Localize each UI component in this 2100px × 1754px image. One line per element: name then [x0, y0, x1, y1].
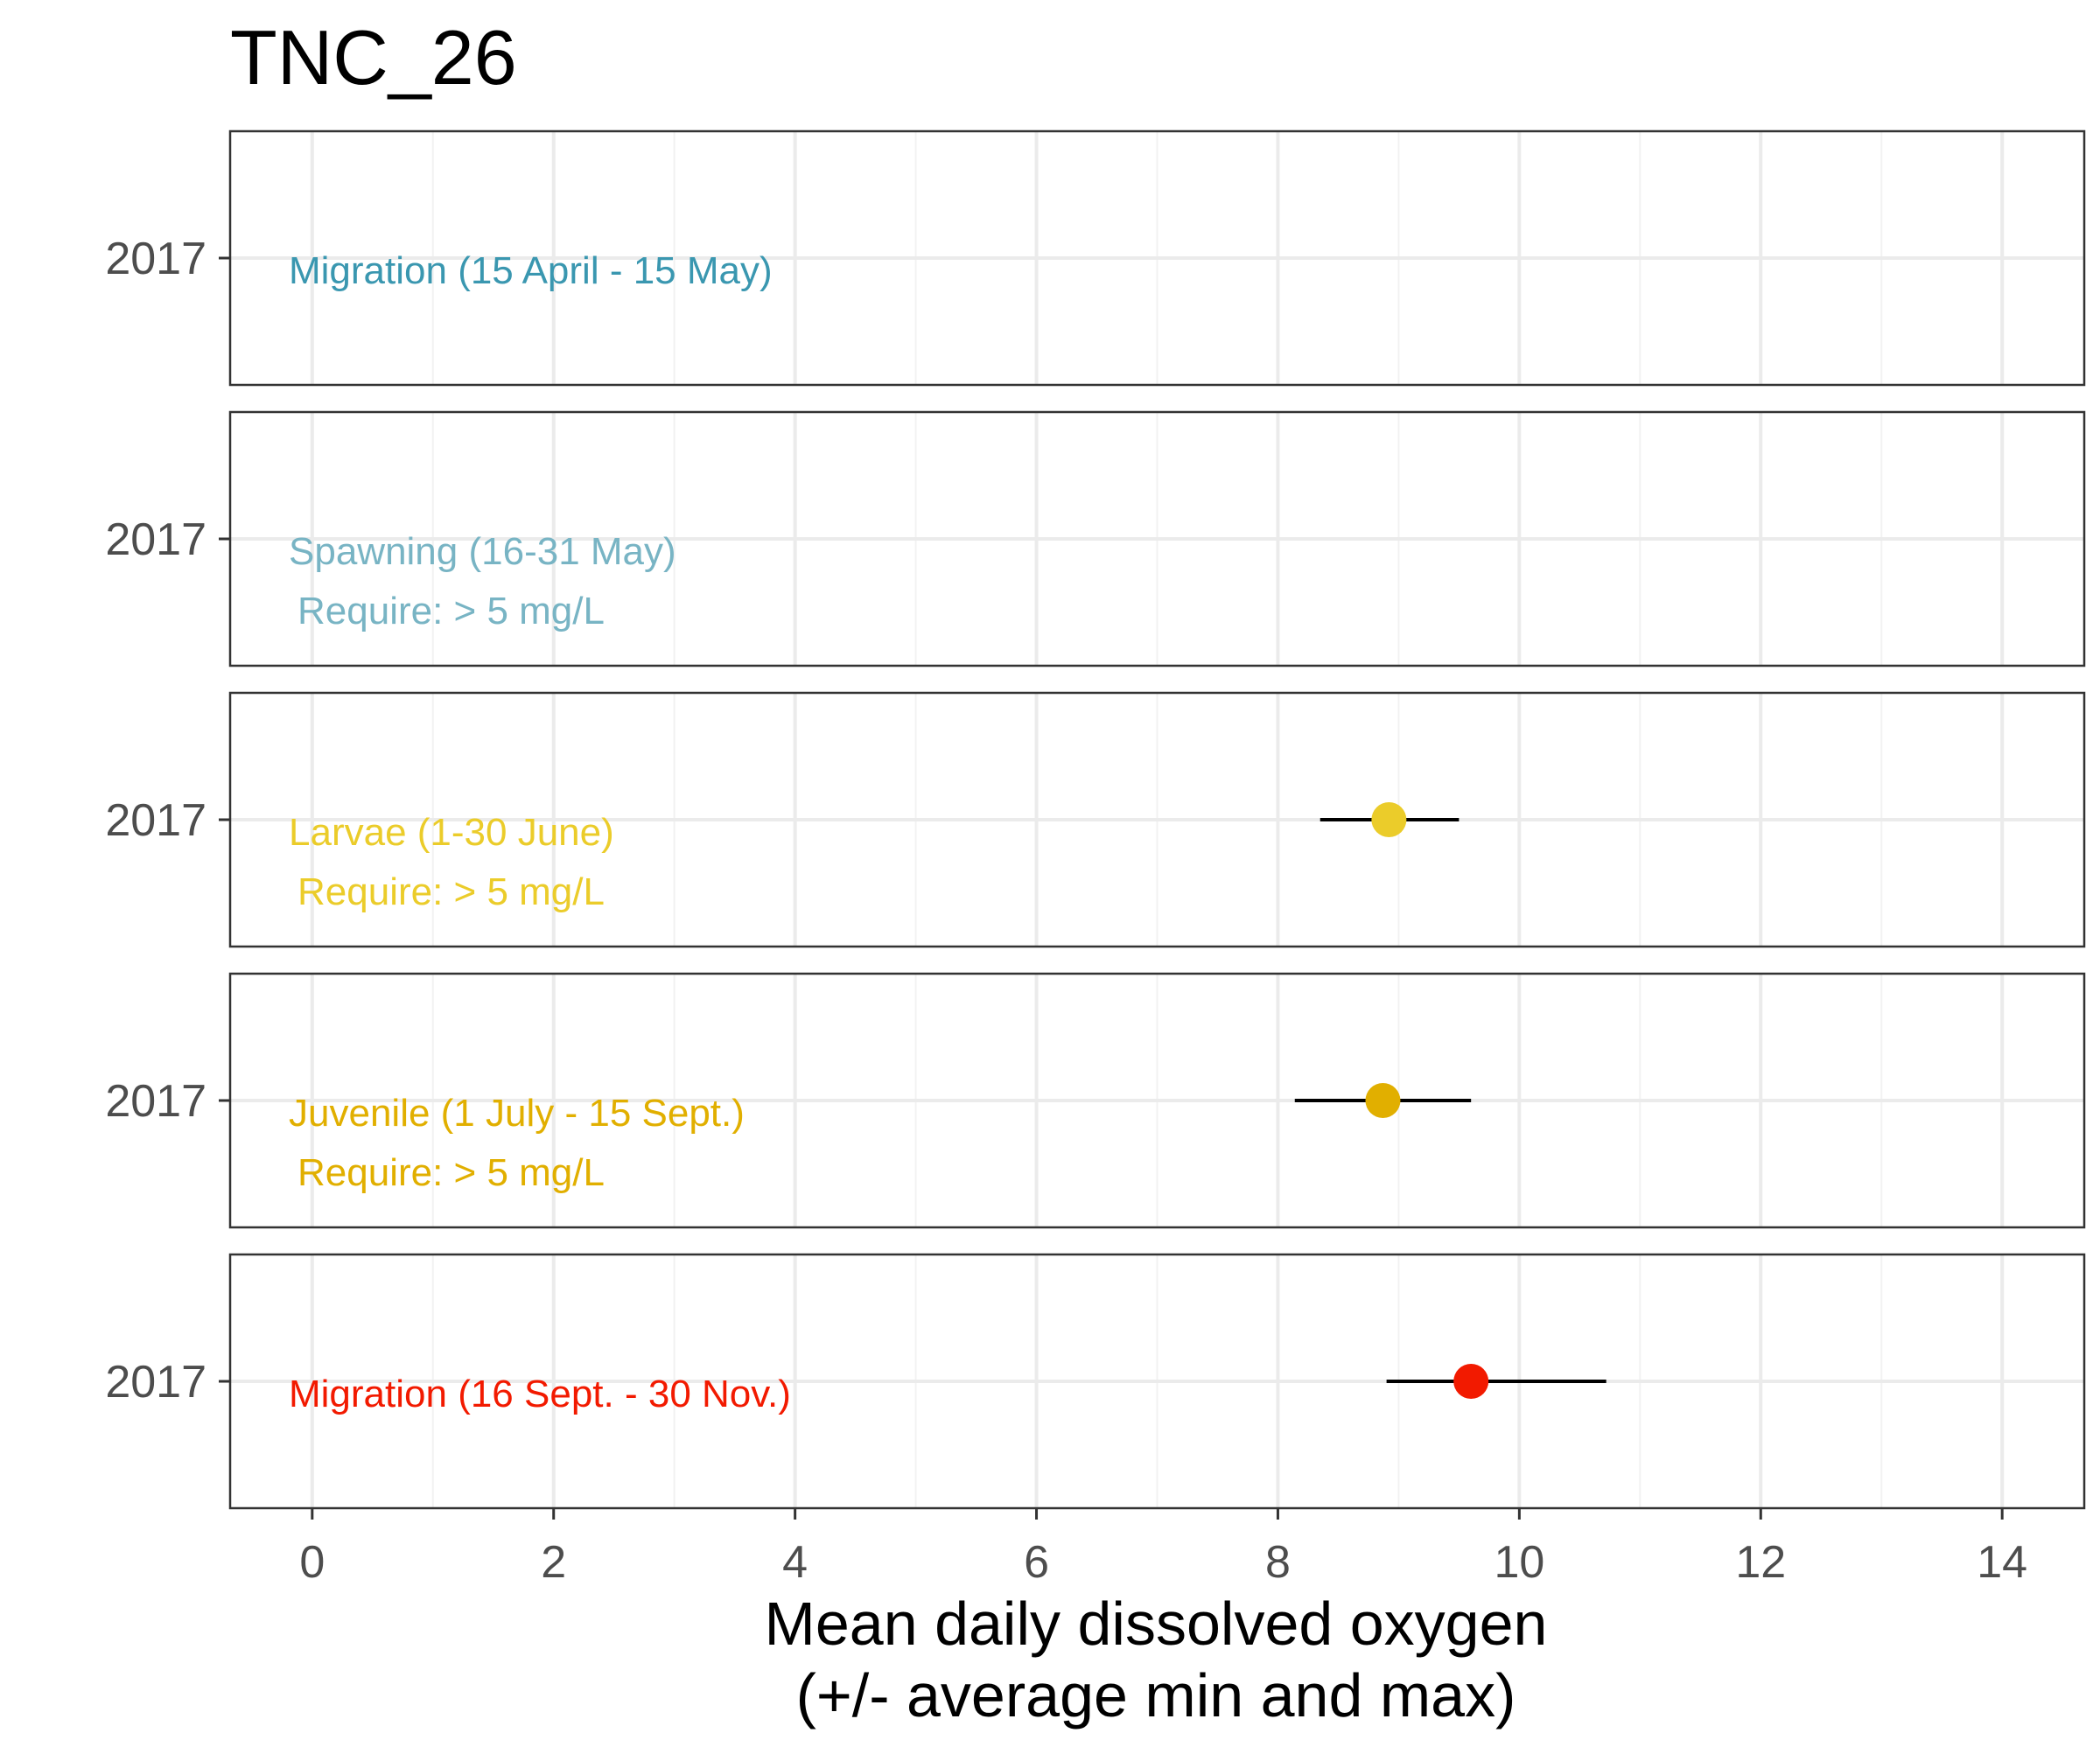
- y-tick-label: 2017: [105, 234, 206, 284]
- y-tick-label: 2017: [105, 1076, 206, 1127]
- x-tick-label: 6: [1024, 1537, 1049, 1588]
- x-tick-label: 4: [782, 1537, 808, 1588]
- chart-title: TNC_26: [230, 14, 517, 101]
- y-tick-label: 2017: [105, 795, 206, 846]
- panels-layer: Migration (15 April - 15 May)2017Spawnin…: [105, 129, 2086, 1510]
- data-point: [1371, 802, 1407, 837]
- x-tick-label: 12: [1735, 1537, 1786, 1588]
- panel-requirement: Require: > 5 mg/L: [298, 590, 605, 632]
- facet-panel-5: Migration (16 Sept. - 30 Nov.) 2017: [105, 1253, 2086, 1510]
- panel-label: Migration (16 Sept. - 30 Nov.): [289, 1373, 791, 1415]
- x-tick-label: 10: [1494, 1537, 1544, 1588]
- x-axis-label-line-1: Mean daily dissolved oxygen: [765, 1590, 1548, 1658]
- y-tick-label: 2017: [105, 1357, 206, 1408]
- panel-label: Juvenile (1 July - 15 Sept.): [289, 1092, 745, 1135]
- facet-panel-2: Spawning (16-31 May) Require: > 5 mg/L 201…: [105, 410, 2086, 667]
- x-axis-label-line-2: (+/- average min and max): [796, 1661, 1516, 1730]
- x-tick-label: 0: [299, 1537, 325, 1588]
- data-point: [1453, 1364, 1489, 1399]
- x-tick-label: 2: [541, 1537, 566, 1588]
- data-point: [1365, 1083, 1401, 1118]
- facet-panel-4: Juvenile (1 July - 15 Sept.) Require: > 5…: [105, 972, 2086, 1229]
- panel-requirement: Require: > 5 mg/L: [298, 1151, 605, 1194]
- panel-label: Migration (15 April - 15 May): [289, 249, 773, 292]
- x-tick-label: 8: [1265, 1537, 1291, 1588]
- facet-panel-1: Migration (15 April - 15 May) 2017: [105, 129, 2086, 387]
- x-axis: 0 2 4 6 8 10 12 14: [299, 1508, 2027, 1588]
- panel-label: Spawning (16-31 May): [289, 530, 676, 573]
- x-tick-label: 14: [1977, 1537, 2027, 1588]
- panel-label: Larvae (1-30 June): [289, 811, 614, 854]
- y-tick-label: 2017: [105, 514, 206, 565]
- facet-panel-3: Larvae (1-30 June) Require: > 5 mg/L 2017: [105, 691, 2086, 948]
- panel-requirement: Require: > 5 mg/L: [298, 870, 605, 913]
